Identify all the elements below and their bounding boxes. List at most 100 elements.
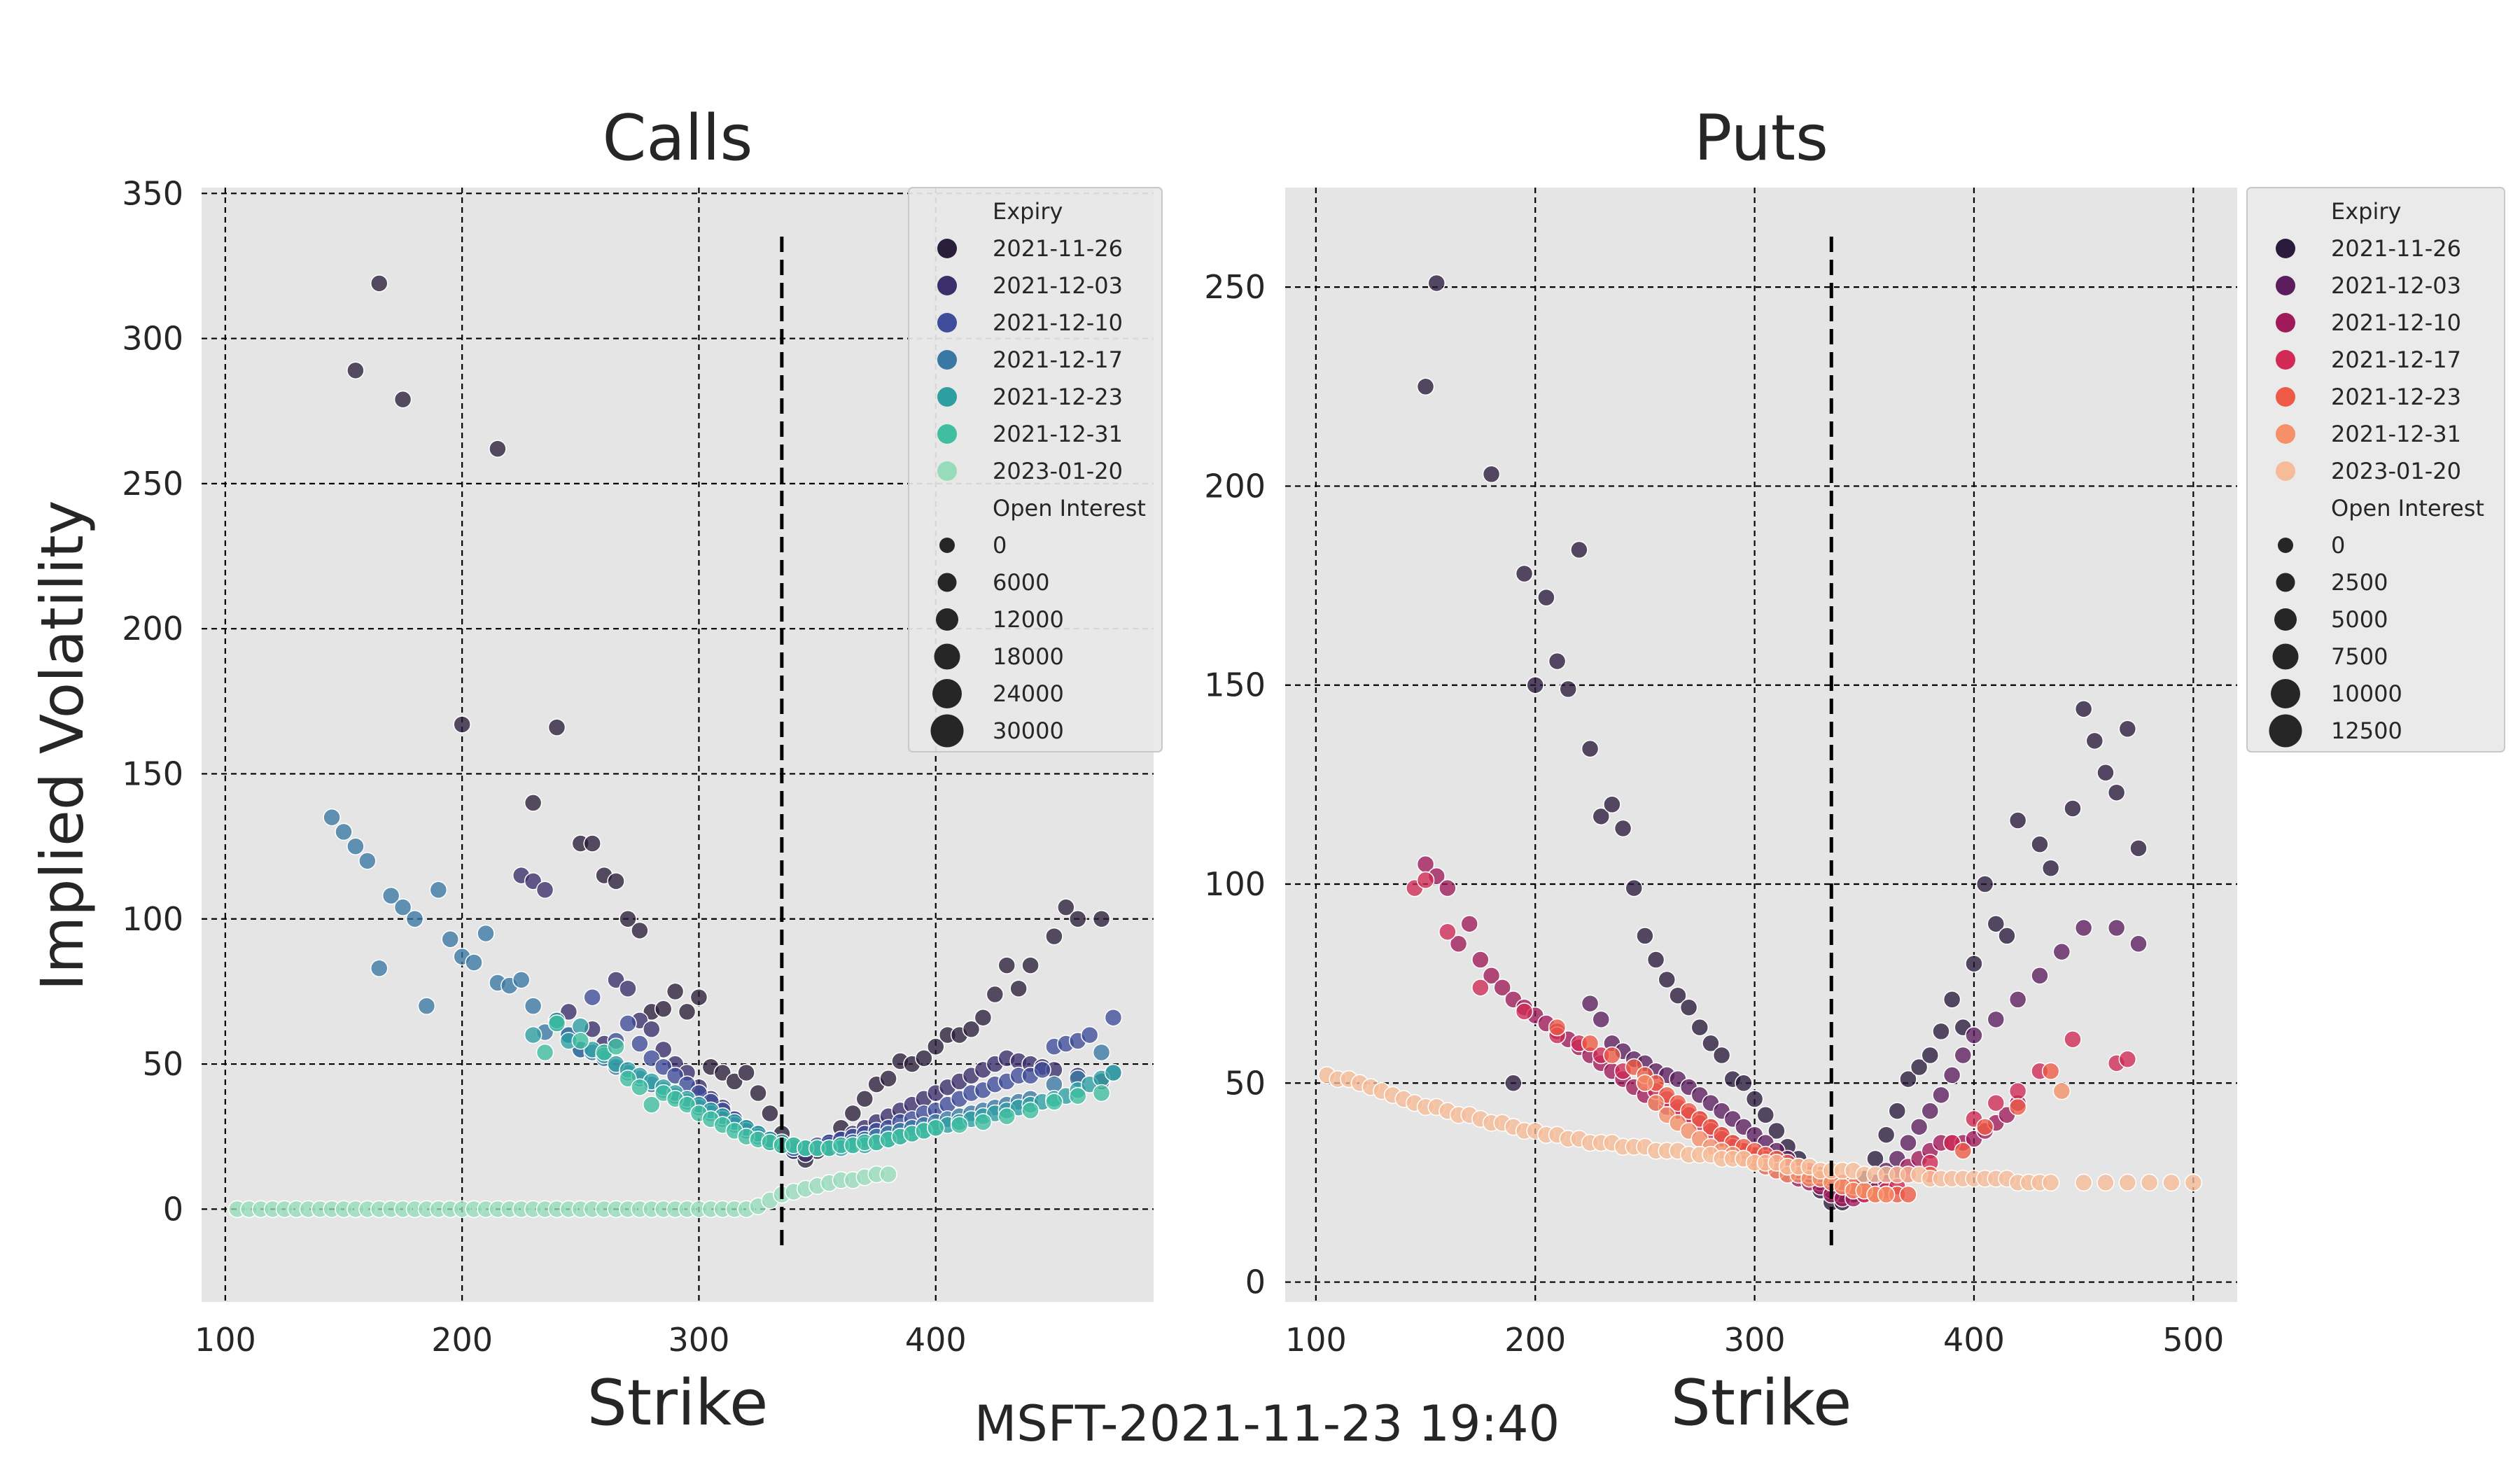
calls-data-point [382,886,400,905]
puts-data-point [2129,934,2148,953]
puts-data-point [1965,954,1983,973]
puts-data-point [2074,1173,2093,1192]
puts-x-tick-label: 100 [1285,1321,1347,1359]
puts-y-tick-label: 200 [1204,467,1266,505]
puts-legend-size-entry: 10000 [2331,680,2402,707]
calls-data-point [915,1049,933,1068]
puts-legend-size-entry: 12500 [2331,718,2402,744]
puts-data-point [2041,1062,2060,1080]
puts-data-point [1975,875,1994,893]
calls-data-point [1045,1093,1063,1111]
calls-data-point [536,1043,554,1062]
puts-data-point [2041,859,2060,878]
calls-data-point [583,834,601,853]
puts-legend-entry: 2021-12-17 [2331,346,2461,373]
calls-data-point [571,1032,590,1050]
calls-data-point [962,1020,981,1039]
calls-data-point [855,1090,874,1108]
calls-data-point [536,881,554,899]
calls-chart: 100 200 300 400 0 50 100 150 200 250 300 350 Calls St… [122,102,1163,1440]
calls-legend-entry: 2021-12-31 [993,421,1123,447]
puts-y-tick-label: 150 [1204,666,1266,704]
puts-data-point [2096,764,2115,782]
puts-data-point [2064,799,2082,818]
puts-data-point [1625,878,1643,897]
puts-data-point [1679,998,1698,1017]
puts-legend-swatch [2276,424,2295,444]
calls-data-point [974,1008,993,1027]
puts-data-point [2008,990,2027,1009]
calls-data-point [749,1084,767,1102]
calls-data-point [393,898,412,916]
calls-data-point [465,953,483,972]
calls-legend-size-marker [932,679,962,708]
shared-ylabel: Implied Volatility [28,500,97,990]
puts-data-point [1932,1086,1950,1105]
puts-data-point [2052,942,2071,961]
calls-y-tick-label: 200 [122,610,183,648]
puts-legend-hue-title: Expiry [2331,198,2401,225]
calls-data-point [654,1000,673,1018]
calls-data-point [335,822,353,841]
calls-y-tick-label: 350 [122,174,183,212]
calls-legend-entry: 2023-01-20 [993,458,1123,484]
puts-legend-entry: 2021-12-31 [2331,421,2461,447]
calls-title: Calls [603,102,753,175]
puts-data-point [1471,979,1490,997]
puts-data-point [2184,1173,2203,1192]
puts-data-point [1658,970,1676,989]
puts-data-point [1646,951,1665,969]
puts-legend-swatch [2276,239,2295,258]
puts-data-point [1987,1093,2005,1112]
puts-x-axis-label: Strike [1671,1366,1852,1440]
puts-data-point [1690,1018,1709,1037]
puts-data-point [1877,1185,1896,1204]
puts-data-point [2107,783,2126,802]
calls-data-point [1092,1043,1111,1062]
puts-legend-swatch [2276,387,2295,407]
puts-data-point [1482,967,1501,985]
puts-data-point [1910,1118,1928,1136]
puts-series-2023-01-20 [1317,1066,2203,1192]
puts-data-point [1427,274,1446,293]
calls-data-point [370,274,388,293]
calls-legend-swatch [937,239,957,258]
puts-legend-swatch [2276,276,2295,295]
calls-data-point [1057,898,1075,916]
puts-data-point [2008,811,2027,830]
calls-series-2023-01-20 [227,1165,897,1219]
calls-legend-swatch [937,387,957,407]
puts-data-point [2031,967,2049,985]
puts-legend-swatch [2276,461,2295,481]
calls-data-point [358,852,377,870]
calls-data-point [1021,956,1040,974]
calls-data-point [761,1104,779,1123]
calls-x-tick-label: 300 [668,1321,730,1359]
puts-data-point [1438,878,1457,897]
puts-data-point [1942,1066,1961,1084]
puts-legend-size-entry: 7500 [2331,643,2388,670]
calls-data-point [879,1165,897,1184]
calls-data-point [619,910,637,928]
calls-y-tick-label: 50 [142,1045,183,1083]
puts-data-point [1669,986,1687,1004]
puts-x-tick-label: 200 [1504,1321,1566,1359]
calls-data-point [619,1014,637,1032]
puts-legend-size-marker [2276,573,2295,592]
puts-legend: Expiry 2021-11-26 2021-12-03 2021-12-10 2021… [2246,187,2505,752]
puts-data-point [2052,1082,2071,1100]
puts-data-point [1910,1058,1928,1077]
calls-legend-size-entry: 0 [993,532,1007,559]
calls-data-point [477,924,495,943]
puts-data-point [2008,1098,2027,1116]
puts-data-point [2085,732,2104,750]
calls-x-tick-label: 100 [195,1321,256,1359]
calls-data-point [1104,1008,1123,1027]
puts-data-point [1581,739,1600,758]
calls-data-point [1021,1101,1040,1120]
calls-data-point [643,1020,661,1039]
puts-legend-swatch [2276,350,2295,370]
calls-data-point [346,361,365,379]
calls-x-axis-label: Strike [587,1366,769,1440]
calls-data-point [997,956,1016,974]
